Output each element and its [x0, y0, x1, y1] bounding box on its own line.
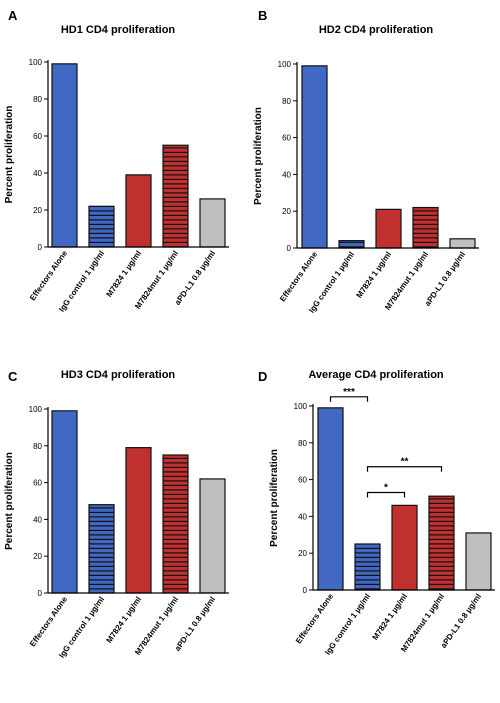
bar [375, 208, 402, 249]
y-tick-label: 100 [278, 60, 292, 69]
y-tick-label: 100 [29, 405, 43, 414]
y-tick-label: 20 [33, 206, 42, 215]
category-label: aPD-L1 0.8 µg/ml [173, 595, 217, 653]
y-tick-label: 60 [282, 134, 291, 143]
bar [354, 543, 381, 591]
bar [199, 198, 226, 248]
chart-title: HD2 CD4 proliferation [319, 24, 434, 36]
panel-a: A HD1 CD4 proliferation Percent proliferat… [4, 8, 229, 314]
bar [125, 174, 152, 248]
panel-b: B HD2 CD4 proliferation Percent proliferat… [253, 8, 479, 315]
y-tick-label: 0 [38, 589, 43, 598]
y-tick-label: 80 [282, 97, 291, 106]
bar [428, 495, 455, 591]
category-label: M7824 1 µg/ml [105, 249, 144, 299]
bar [162, 454, 189, 594]
y-tick-label: 80 [33, 442, 42, 451]
y-tick-label: 100 [29, 58, 43, 67]
y-tick-label: 40 [298, 512, 307, 521]
panel-c: C HD3 CD4 proliferation Percent proliferat… [4, 369, 229, 660]
y-tick-label: 80 [33, 95, 42, 104]
bar [465, 532, 492, 591]
y-tick-label: 20 [298, 549, 307, 558]
bar [199, 478, 226, 594]
bar [51, 410, 78, 594]
category-label: M7824 1 µg/ml [371, 592, 410, 642]
y-tick-label: 60 [33, 132, 42, 141]
bar [338, 240, 365, 249]
y-tick-label: 60 [33, 479, 42, 488]
bar [162, 144, 189, 248]
significance-label: *** [343, 387, 355, 398]
bar [449, 238, 476, 249]
significance-bracket [366, 491, 406, 498]
category-label: aPD-L1 0.8 µg/ml [439, 592, 483, 650]
panel-letter: A [8, 8, 18, 23]
category-label: Effectors Alone [28, 595, 69, 649]
y-tick-label: 20 [33, 552, 42, 561]
bar [125, 447, 152, 594]
category-label: M7824 1 µg/ml [355, 250, 394, 300]
y-axis-label: Percent proliferation [4, 106, 15, 204]
category-label: aPD-L1 0.8 µg/ml [173, 249, 217, 307]
bar [51, 63, 78, 248]
y-axis-label: Percent proliferation [253, 107, 264, 205]
significance-label: ** [401, 457, 409, 468]
category-label: Effectors Alone [278, 250, 319, 304]
bar [412, 206, 439, 249]
significance-bracket [329, 396, 369, 402]
y-axis-label: Percent proliferation [4, 452, 15, 550]
significance-label: * [384, 482, 388, 493]
bar [88, 205, 115, 248]
y-axis-label: Percent proliferation [269, 449, 280, 547]
chart-title: HD1 CD4 proliferation [61, 24, 176, 36]
panel-d: D Average CD4 proliferation Percent prolif… [258, 369, 495, 657]
category-label: Effectors Alone [294, 592, 335, 646]
bar [301, 65, 328, 249]
category-label: Effectors Alone [28, 249, 69, 303]
y-tick-label: 0 [38, 243, 43, 252]
bar [317, 407, 344, 591]
significance-bracket [366, 466, 443, 472]
bar [391, 504, 418, 591]
bar [88, 504, 115, 594]
category-label: M7824 1 µg/ml [105, 595, 144, 645]
y-tick-label: 80 [298, 439, 307, 448]
y-tick-label: 0 [287, 244, 292, 253]
category-label: aPD-L1 0.8 µg/ml [423, 250, 467, 308]
y-tick-label: 60 [298, 476, 307, 485]
y-tick-label: 40 [33, 169, 42, 178]
panel-letter: B [258, 8, 267, 23]
y-tick-label: 100 [294, 402, 308, 411]
y-tick-label: 0 [303, 586, 308, 595]
y-tick-label: 20 [282, 207, 291, 216]
panel-letter: C [8, 369, 18, 384]
panel-letter: D [258, 369, 267, 384]
y-tick-label: 40 [282, 170, 291, 179]
y-tick-label: 40 [33, 515, 42, 524]
chart-title: HD3 CD4 proliferation [61, 369, 176, 381]
chart-title: Average CD4 proliferation [308, 369, 444, 381]
